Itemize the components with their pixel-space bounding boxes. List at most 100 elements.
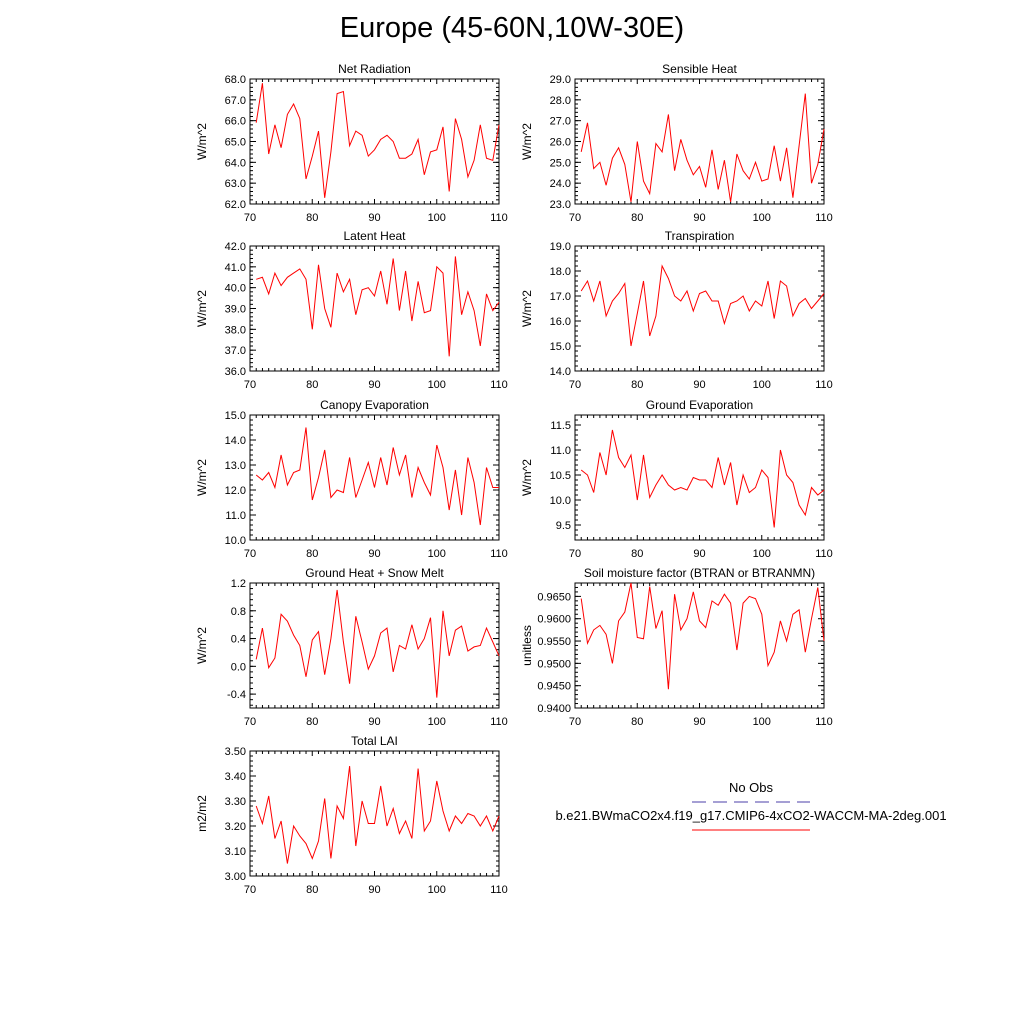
x-tick-label: 70 bbox=[244, 212, 256, 224]
x-tick-label: 110 bbox=[815, 548, 833, 560]
y-axis-label: m2/m2 bbox=[195, 795, 209, 832]
x-tick-label: 90 bbox=[693, 379, 705, 391]
y-tick-label: 18.0 bbox=[550, 266, 571, 278]
plot-frame bbox=[249, 414, 500, 541]
y-tick-label: 3.20 bbox=[225, 821, 246, 833]
x-tick-label: 110 bbox=[490, 716, 508, 728]
x-tick-label: 110 bbox=[490, 212, 508, 224]
panel-transpiration: 70 80 90 100 110 14.0 15.0 16.0 17.0 18.0 19.0 Tran… bbox=[520, 229, 833, 391]
y-tick-label: 0.9650 bbox=[537, 591, 571, 603]
x-tick-label: 70 bbox=[244, 379, 256, 391]
y-tick-label: 10.5 bbox=[550, 470, 571, 482]
series-line-net-radiation bbox=[255, 83, 500, 198]
y-tick-label: 37.0 bbox=[225, 345, 246, 357]
x-tick-label: 100 bbox=[428, 379, 446, 391]
panel-latent-heat: 70 80 90 100 110 36.0 37.0 38.0 39.0 40.0 41.0 42.0… bbox=[195, 229, 508, 391]
x-tick-label: 100 bbox=[428, 212, 446, 224]
series-line-soil-moisture-factor-btran-or-btranmn bbox=[580, 582, 825, 690]
y-tick-label: 65.0 bbox=[225, 137, 246, 149]
y-tick-label: 3.10 bbox=[225, 846, 246, 858]
x-tick-label: 110 bbox=[815, 212, 833, 224]
panel-title: Sensible Heat bbox=[662, 62, 737, 76]
x-tick-label: 80 bbox=[306, 716, 318, 728]
y-tick-label: 23.0 bbox=[550, 199, 571, 211]
panel-sensible-heat: 70 80 90 100 110 23.0 24.0 25.0 26.0 27.0 28.0 29.0… bbox=[520, 62, 833, 224]
x-tick-label: 80 bbox=[306, 379, 318, 391]
x-tick-label: 100 bbox=[753, 379, 771, 391]
x-tick-label: 100 bbox=[428, 716, 446, 728]
series-line-transpiration bbox=[580, 264, 825, 347]
x-tick-label: 90 bbox=[368, 884, 380, 896]
x-tick-label: 110 bbox=[490, 379, 508, 391]
y-tick-label: 29.0 bbox=[550, 74, 571, 86]
y-axis-label: W/m^2 bbox=[520, 290, 534, 327]
panel-net-radiation: 70 80 90 100 110 62.0 63.0 64.0 65.0 66.0 67.0 68.0… bbox=[195, 62, 508, 224]
x-tick-label: 80 bbox=[306, 548, 318, 560]
y-tick-label: 27.0 bbox=[550, 116, 571, 128]
y-axis-label: unitless bbox=[520, 625, 534, 666]
y-tick-label: 12.0 bbox=[225, 485, 246, 497]
page-title: Europe (45-60N,10W-30E) bbox=[339, 12, 685, 44]
x-tick-label: 70 bbox=[569, 548, 581, 560]
y-tick-label: 11.0 bbox=[550, 445, 571, 457]
x-tick-label: 90 bbox=[693, 548, 705, 560]
legend-obs-label: No Obs bbox=[729, 780, 774, 795]
x-tick-label: 80 bbox=[631, 716, 643, 728]
y-tick-label: 15.0 bbox=[225, 410, 246, 422]
y-tick-label: 63.0 bbox=[225, 178, 246, 190]
x-tick-label: 110 bbox=[815, 716, 833, 728]
series-line-ground-evaporation bbox=[580, 429, 825, 528]
x-tick-label: 90 bbox=[368, 548, 380, 560]
y-tick-label: 66.0 bbox=[225, 116, 246, 128]
panel-canopy-evaporation: 70 80 90 100 110 10.0 11.0 12.0 13.0 14.0 15.0 Cano… bbox=[195, 398, 508, 560]
x-tick-label: 90 bbox=[368, 212, 380, 224]
y-tick-label: 25.0 bbox=[550, 157, 571, 169]
series-line-sensible-heat bbox=[580, 93, 825, 202]
y-tick-label: 17.0 bbox=[550, 291, 571, 303]
y-tick-label: 3.00 bbox=[225, 871, 246, 883]
y-tick-label: 36.0 bbox=[225, 366, 246, 378]
x-tick-label: 70 bbox=[569, 212, 581, 224]
x-tick-label: 100 bbox=[753, 716, 771, 728]
panel-soil-moisture-factor-btran-or-btranmn: 70 80 90 100 110 0.9400 0.9450 0.9500 0.9550 0.96… bbox=[520, 566, 833, 728]
y-tick-label: 11.5 bbox=[550, 420, 571, 432]
x-tick-label: 80 bbox=[631, 379, 643, 391]
x-tick-label: 80 bbox=[306, 884, 318, 896]
y-tick-label: 3.50 bbox=[225, 746, 246, 758]
y-tick-label: 64.0 bbox=[225, 157, 246, 169]
y-axis-label: W/m^2 bbox=[195, 459, 209, 496]
x-tick-label: 100 bbox=[753, 212, 771, 224]
x-tick-label: 80 bbox=[631, 548, 643, 560]
panel-title: Ground Evaporation bbox=[646, 398, 753, 412]
plot-frame bbox=[574, 245, 825, 372]
x-tick-label: 70 bbox=[244, 716, 256, 728]
y-tick-label: 0.0 bbox=[231, 661, 246, 673]
y-tick-label: 0.9550 bbox=[537, 636, 571, 648]
y-tick-label: 14.0 bbox=[225, 435, 246, 447]
panel-ground-heat-snow-melt: 70 80 90 100 110 -0.4 0.0 0.4 0.8 1.2 Ground Heat … bbox=[195, 566, 508, 728]
y-tick-label: 19.0 bbox=[550, 241, 571, 253]
panel-title: Latent Heat bbox=[343, 229, 406, 243]
y-tick-label: 38.0 bbox=[225, 324, 246, 336]
series-line-latent-heat bbox=[256, 256, 500, 357]
y-tick-label: 0.9400 bbox=[537, 703, 571, 715]
y-tick-label: 3.40 bbox=[225, 771, 246, 783]
x-tick-label: 110 bbox=[815, 379, 833, 391]
y-tick-label: 39.0 bbox=[225, 304, 246, 316]
y-tick-label: 28.0 bbox=[550, 95, 571, 107]
panel-title: Total LAI bbox=[351, 734, 398, 748]
y-tick-label: 9.5 bbox=[556, 520, 571, 532]
panel-title: Ground Heat + Snow Melt bbox=[305, 566, 444, 580]
y-axis-label: W/m^2 bbox=[195, 123, 209, 160]
y-tick-label: 67.0 bbox=[225, 95, 246, 107]
plot-frame bbox=[249, 750, 500, 877]
y-tick-label: 42.0 bbox=[225, 241, 246, 253]
y-axis-label: W/m^2 bbox=[520, 123, 534, 160]
legend: No Obs b.e21.BWmaCO2x4.f19_g17.CMIP6-4xC… bbox=[555, 780, 947, 831]
y-axis-label: W/m^2 bbox=[195, 627, 209, 664]
panels-group: 70 80 90 100 110 62.0 63.0 64.0 65.0 66.0 67.0 68.0… bbox=[195, 62, 833, 896]
y-tick-label: 1.2 bbox=[231, 578, 246, 590]
x-tick-label: 100 bbox=[753, 548, 771, 560]
x-tick-label: 70 bbox=[244, 548, 256, 560]
